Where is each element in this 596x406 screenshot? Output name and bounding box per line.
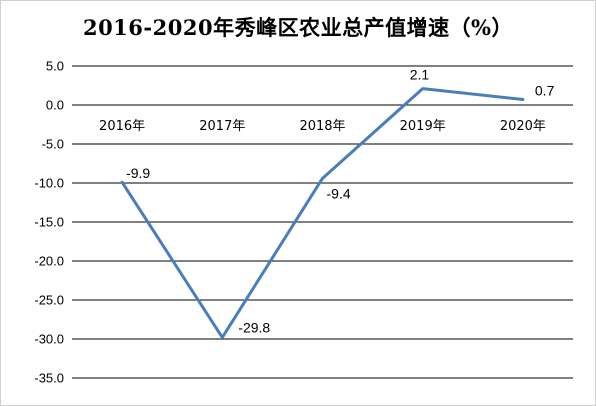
y-axis-ticks: 5.0 0.0 -5.0 -10.0 -15.0 -20.0 -25.0 -30.0 -35.0 [34, 59, 64, 386]
data-label: -9.9 [126, 165, 150, 181]
y-tick-label: -25.0 [34, 293, 64, 308]
y-tick-label: -30.0 [34, 332, 64, 347]
data-label: -9.4 [327, 185, 351, 201]
x-axis-categories: 2016年 2017年 2018年 2019年 2020年 [99, 119, 546, 134]
y-tick-label: 5.0 [46, 59, 64, 74]
y-tick-label: -15.0 [34, 215, 64, 230]
x-category-label: 2018年 [299, 119, 345, 134]
y-tick-label: -20.0 [34, 254, 64, 269]
series-line-group [120, 87, 525, 339]
y-tick-label: 0.0 [46, 98, 64, 113]
x-category-label: 2019年 [400, 119, 446, 134]
y-tick-label: -5.0 [42, 137, 64, 152]
y-tick-label: -35.0 [34, 371, 64, 386]
series-line [120, 87, 525, 339]
x-category-label: 2016年 [99, 119, 145, 134]
x-category-label: 2020年 [500, 119, 546, 134]
data-labels: -9.9 -29.8 -9.4 2.1 0.7 [126, 67, 554, 336]
chart-title: 2016-2020年秀峰区农业总产值增速（%） [82, 15, 514, 40]
y-tick-label: -10.0 [34, 176, 64, 191]
data-label: -29.8 [238, 319, 270, 335]
x-category-label: 2017年 [199, 119, 245, 134]
gridlines [72, 65, 573, 379]
data-label: 2.1 [410, 67, 430, 83]
data-label: 0.7 [535, 83, 555, 99]
